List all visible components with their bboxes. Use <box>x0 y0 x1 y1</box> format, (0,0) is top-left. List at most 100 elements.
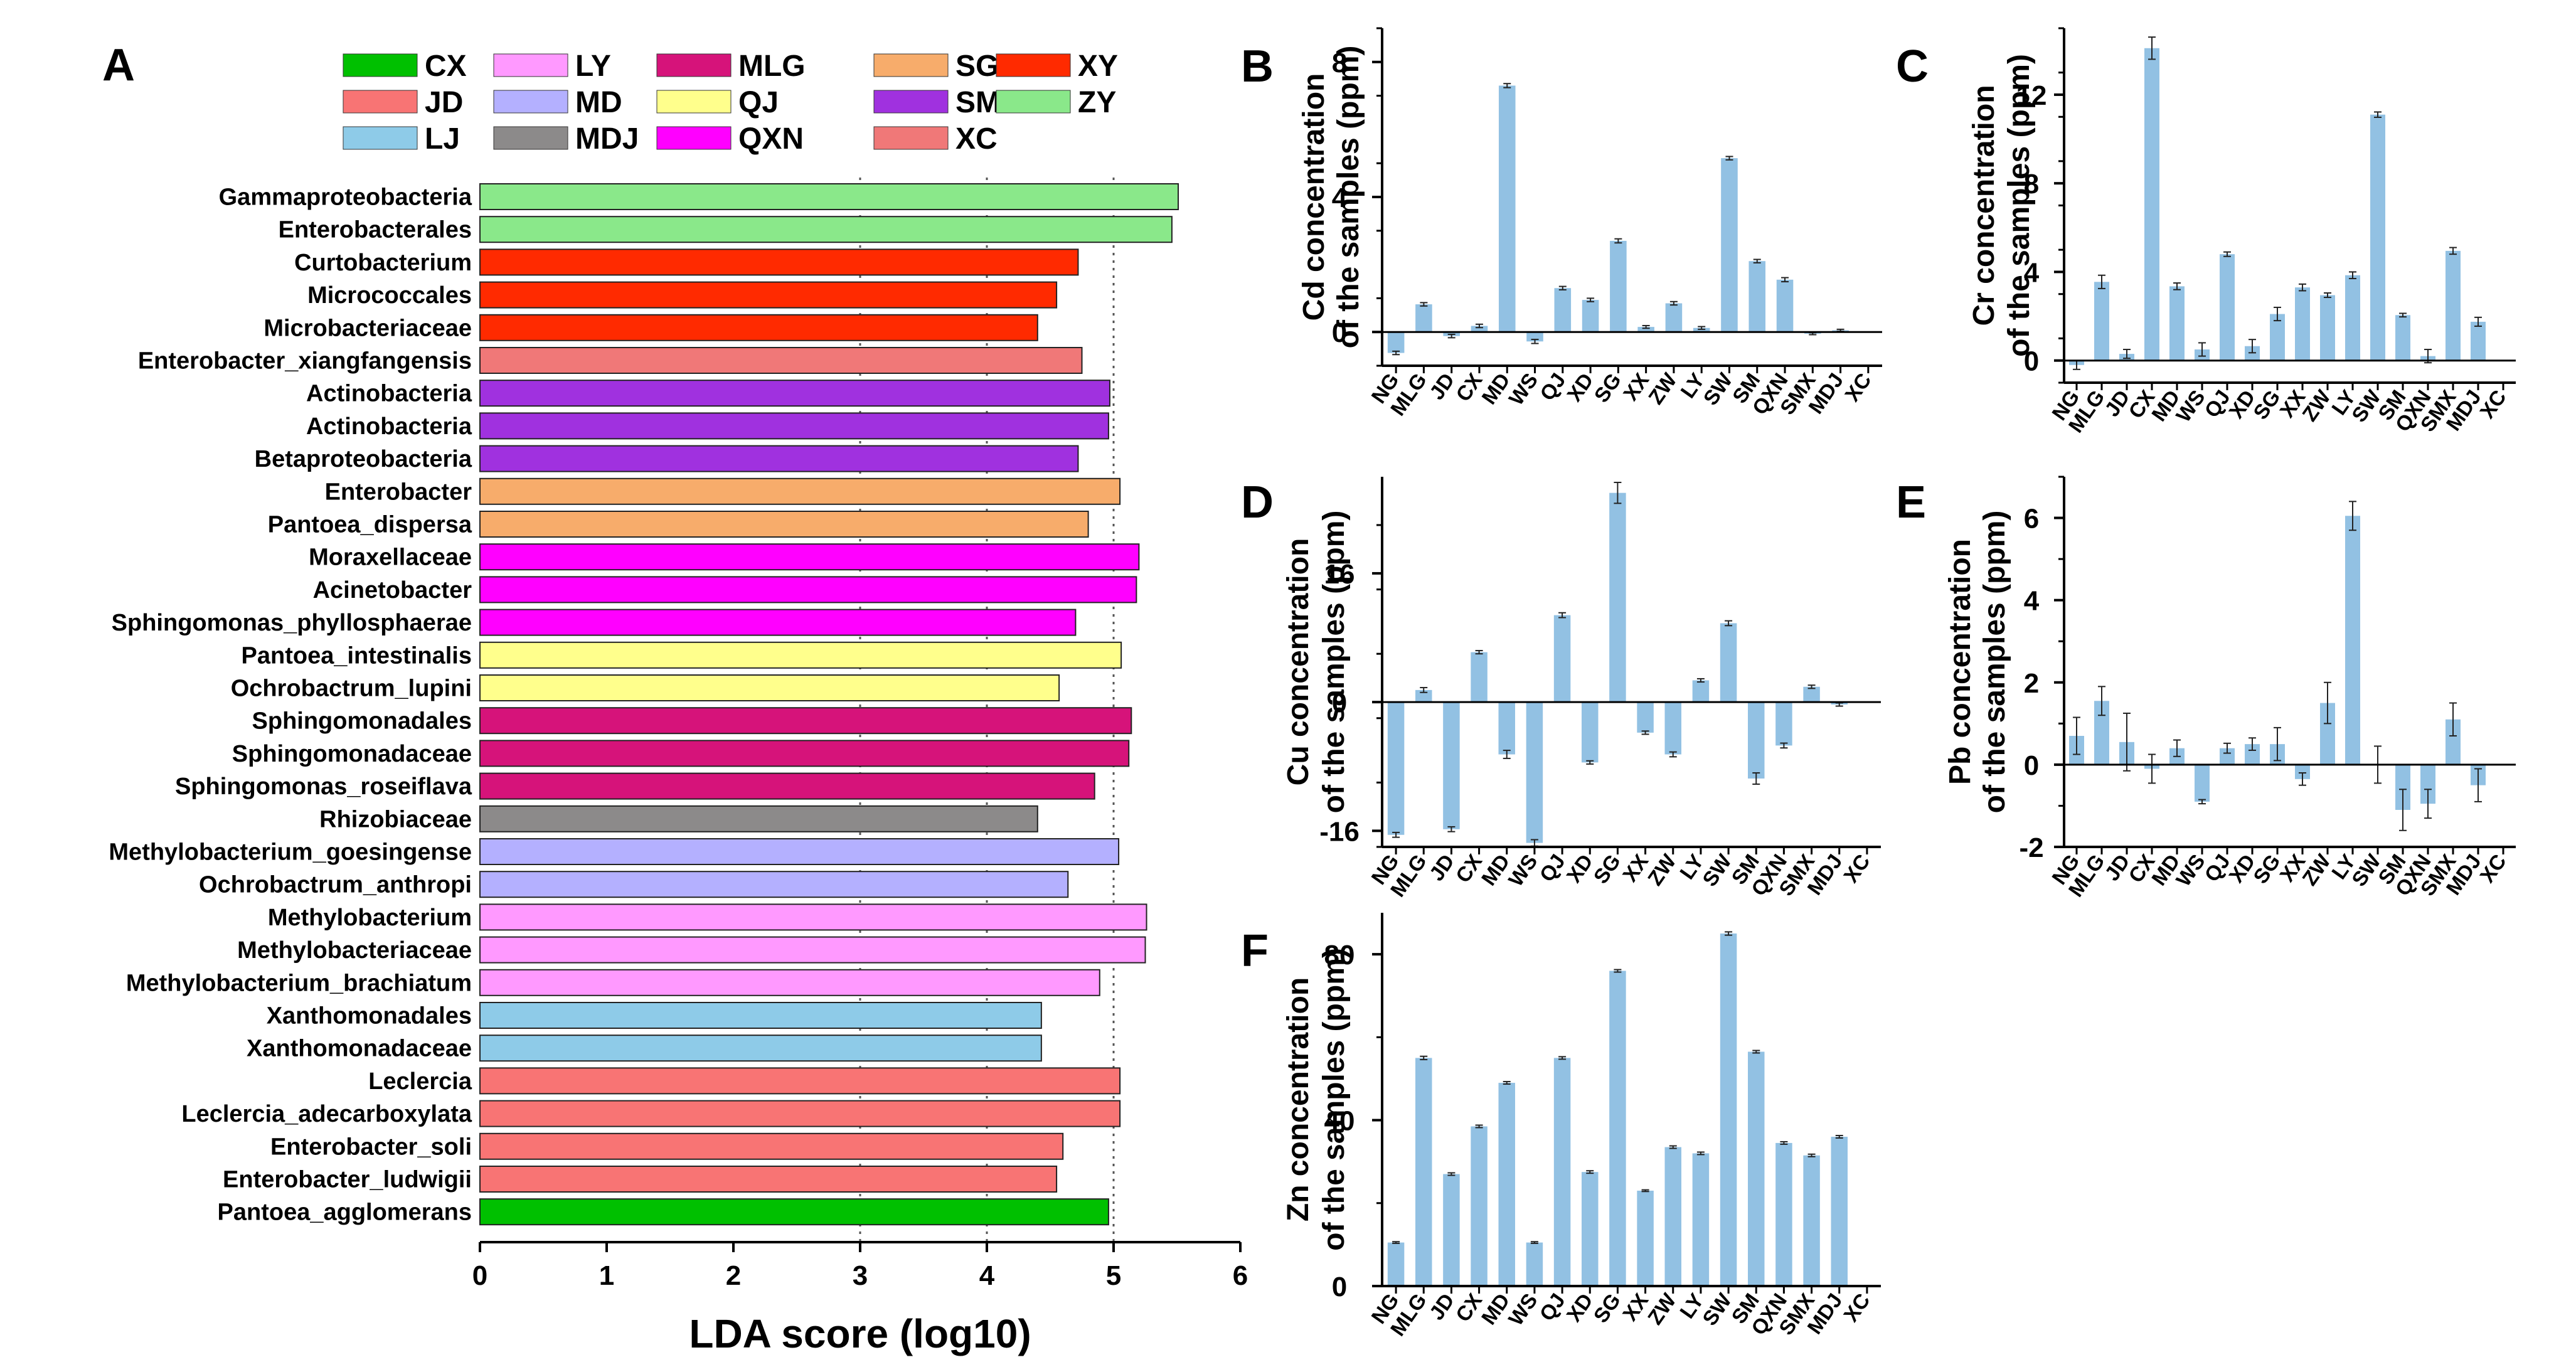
panel-label-a: A <box>102 40 135 90</box>
x-tick-label-a: 0 <box>472 1260 487 1291</box>
panel-c: C04812NGMLGJDCXMDWSQJXDSGXXZWLYSWSMQXNSM… <box>1896 27 2516 437</box>
lda-bar-label: Moraxellaceae <box>309 545 472 571</box>
bar-d <box>1498 702 1515 755</box>
bar-f <box>1553 1058 1571 1286</box>
lda-bar <box>479 969 1100 996</box>
x-tick-label-b: XX <box>1619 369 1654 405</box>
x-tick-label-d: XC <box>1839 850 1875 887</box>
bar-b <box>1554 288 1572 332</box>
bar-b <box>1776 279 1794 332</box>
bar-b <box>1498 85 1516 332</box>
bar-c <box>2345 275 2360 361</box>
lda-bar <box>479 412 1109 440</box>
y-axis-title-c: of the samples (ppm) <box>2003 54 2036 357</box>
y-tick-label-d: -16 <box>1319 816 1360 847</box>
bar-c <box>2270 314 2285 361</box>
lda-bar-label: Sphingomonas_phyllosphaerae <box>112 610 472 636</box>
y-axis-title-e: Pb concentration <box>1944 539 1977 785</box>
legend-swatch-QJ <box>656 90 732 114</box>
legend-label-MDJ: MDJ <box>575 122 639 156</box>
y-tick-label-c: 0 <box>2024 346 2039 377</box>
y-axis-title-f: of the samples (ppm) <box>1317 948 1351 1251</box>
bar-b <box>1582 300 1599 332</box>
y-tick-label-e: 2 <box>2024 668 2039 699</box>
y-tick-label-e: 0 <box>2024 750 2039 781</box>
bar-d <box>1387 702 1405 835</box>
lda-bar <box>479 1166 1058 1193</box>
x-tick-label-d: XD <box>1562 850 1597 887</box>
bar-f <box>1609 971 1626 1286</box>
x-tick-label-a: 2 <box>726 1260 741 1291</box>
x-tick-label-f: SG <box>1589 1289 1625 1327</box>
lda-bar-label: Methylobacterium_brachiatum <box>126 970 472 996</box>
lda-bar <box>479 772 1095 800</box>
bar-c <box>2094 282 2109 361</box>
lda-bar <box>479 609 1077 636</box>
bar-f <box>1526 1242 1543 1286</box>
lda-bar <box>479 477 1121 505</box>
lda-bar-label: Leclercia <box>368 1068 472 1095</box>
lda-bar-label: Sphingomonadaceae <box>232 741 472 767</box>
bar-b <box>1637 327 1654 332</box>
y-tick-label-d: 0 <box>1332 688 1347 718</box>
panel-label-c: C <box>1896 41 1929 92</box>
lda-bar-label: Methylobacterium <box>268 905 472 931</box>
y-tick-label-c: 4 <box>2024 257 2040 288</box>
lda-bar-label: Micrococcales <box>307 282 472 309</box>
x-tick-label-c: XC <box>2475 386 2511 423</box>
bar-d <box>1443 702 1460 829</box>
legend-swatch-CX <box>343 53 418 77</box>
y-tick-label-e: 4 <box>2024 586 2040 617</box>
bar-c <box>2320 295 2335 361</box>
bar-b <box>1471 326 1488 332</box>
y-tick-label-f: 80 <box>1324 940 1355 971</box>
lda-bar-label: Curtobacterium <box>294 250 472 276</box>
legend-label-LY: LY <box>575 50 611 83</box>
x-tick-label-b: XC <box>1840 369 1876 406</box>
y-tick-label-c: 12 <box>2016 80 2047 111</box>
x-tick-label-f: XX <box>1618 1289 1653 1325</box>
bar-c <box>2471 321 2486 361</box>
lda-bar-label: Leclercia_adecarboxylata <box>181 1101 472 1127</box>
bar-e <box>2295 764 2310 779</box>
lda-bar <box>479 248 1079 276</box>
lda-bar <box>479 1002 1042 1029</box>
panel-b: B048NGMLGJDCXMDWSQJXDSGXXZWLYSWSMQXNSMXM… <box>1241 27 1882 420</box>
bar-c <box>2370 114 2385 361</box>
bar-d <box>1609 492 1626 703</box>
bar-f <box>1582 1172 1599 1286</box>
lda-bar <box>479 707 1132 735</box>
x-tick-label-b: XD <box>1562 369 1598 406</box>
x-tick-label-f: CX <box>1451 1289 1487 1326</box>
legend-label-XY: XY <box>1078 50 1118 83</box>
panel-d: D-16016NGMLGJDCXMDWSQJXDSGXXZWLYSWSMQXNS… <box>1241 477 1881 901</box>
x-tick-label-f: JD <box>1425 1289 1459 1324</box>
x-tick-label-d: CX <box>1451 850 1487 887</box>
lda-bar-label: Microbacteriaceae <box>263 315 472 341</box>
lda-bar <box>479 216 1173 243</box>
lda-bar <box>479 380 1110 407</box>
panel-label-f: F <box>1241 926 1269 976</box>
lda-bar <box>479 871 1069 898</box>
lda-bar-label: Ochrobactrum_anthropi <box>199 872 472 898</box>
lda-bar <box>479 183 1179 210</box>
bar-b <box>1665 303 1683 332</box>
bar-c <box>2220 254 2235 361</box>
lda-bar-label: Betaproteobacteria <box>255 446 472 472</box>
legend-swatch-SMX <box>873 90 949 114</box>
bar-f <box>1387 1242 1405 1286</box>
bar-b <box>1610 240 1627 332</box>
lda-bar-label: Enterobacter_xiangfangensis <box>138 348 472 375</box>
y-axis-title-c: Cr concentration <box>1967 85 2001 326</box>
bar-f <box>1471 1126 1488 1286</box>
lda-bar <box>479 576 1137 604</box>
x-tick-label-a: 3 <box>853 1260 868 1291</box>
legend-swatch-ZY <box>996 90 1071 114</box>
lda-bar-label: Actinobacteria <box>306 413 472 440</box>
lda-bar <box>479 511 1089 538</box>
bar-f <box>1443 1174 1460 1286</box>
legend-label-CX: CX <box>425 50 467 83</box>
panel-label-b: B <box>1241 41 1274 92</box>
x-tick-label-b: JD <box>1425 369 1459 404</box>
